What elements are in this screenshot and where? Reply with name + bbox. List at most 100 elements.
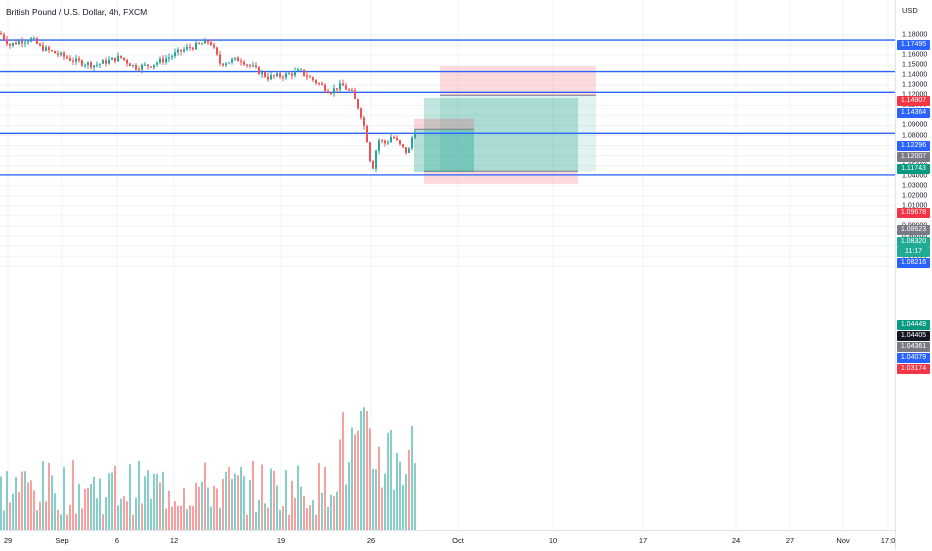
candle-body	[171, 56, 173, 58]
volume-bar	[375, 469, 377, 530]
candle-body	[261, 72, 263, 75]
time-tick-label: 27	[785, 536, 795, 545]
volume-bar	[255, 511, 257, 530]
candle-body	[24, 42, 26, 44]
volume-bar	[225, 471, 227, 530]
candle-body	[291, 73, 293, 76]
volume-bar	[387, 432, 389, 530]
volume-bar	[111, 472, 113, 530]
candle-body	[117, 55, 119, 62]
candle-body	[237, 57, 239, 62]
volume-bar	[87, 487, 89, 530]
price-axis[interactable]: USD 1.180001.170001.160001.150001.140001…	[895, 0, 932, 550]
volume-bar	[267, 507, 269, 530]
volume-bar	[243, 476, 245, 530]
volume-bar	[30, 480, 32, 530]
volume-bar	[348, 462, 350, 530]
candle-body	[390, 137, 392, 143]
volume-bar	[246, 514, 248, 530]
volume-bar	[156, 473, 158, 530]
volume-bar	[174, 501, 176, 530]
volume-bar	[210, 506, 212, 530]
position-stop-zone	[440, 66, 596, 96]
volume-bar	[114, 465, 116, 530]
volume-bar	[96, 498, 98, 530]
candle-body	[159, 58, 161, 63]
candle-body	[72, 60, 74, 62]
volume-bar	[195, 482, 197, 530]
volume-bar	[15, 477, 17, 530]
candle-body	[84, 64, 86, 66]
price-tag: 1.11743	[897, 164, 930, 174]
chart-pane[interactable]: British Pound / U.S. Dollar, 4h, FXCM	[0, 0, 895, 530]
candle-body	[321, 83, 323, 85]
candle-body	[168, 57, 170, 59]
volume-bar	[48, 462, 50, 530]
time-tick-label: 19	[276, 536, 286, 545]
volume-bar	[351, 427, 353, 530]
volume-bar	[24, 471, 26, 530]
candle-body	[348, 89, 350, 91]
volume-bar	[117, 505, 119, 530]
volume-bar	[135, 497, 137, 530]
price-chart[interactable]	[0, 0, 895, 530]
candle-body	[186, 46, 188, 50]
volume-bar	[384, 473, 386, 530]
volume-bar	[369, 428, 371, 530]
volume-bar	[138, 460, 140, 530]
volume-bar	[60, 514, 62, 530]
candle-body	[249, 64, 251, 66]
candle-body	[90, 62, 92, 68]
volume-bar	[366, 410, 368, 530]
position-stop-zone	[414, 118, 474, 130]
price-tag: 1.17495	[897, 40, 930, 50]
volume-bar	[0, 476, 2, 530]
candle-body	[222, 63, 224, 66]
candle-body	[294, 70, 296, 76]
volume-bar	[330, 494, 332, 530]
volume-bar	[300, 486, 302, 530]
volume-bar	[354, 434, 356, 530]
candle-body	[141, 64, 143, 70]
volume-bar	[309, 505, 311, 530]
volume-bar	[393, 489, 395, 530]
volume-bar	[249, 479, 251, 530]
price-tick-label: 1.04000	[902, 172, 928, 180]
candle-body	[174, 52, 176, 57]
candle-body	[96, 64, 98, 66]
price-tag: 1.12007	[897, 152, 930, 162]
candle-body	[78, 58, 80, 61]
volume-bar	[291, 480, 293, 530]
volume-bar	[54, 493, 56, 530]
candle-body	[144, 64, 146, 66]
axis-corner	[895, 530, 932, 550]
candle-body	[33, 38, 35, 40]
candle-body	[12, 42, 14, 46]
volume-bar	[216, 488, 218, 530]
position-profit-zone	[414, 129, 474, 173]
price-tag: 1.09678	[897, 208, 930, 218]
candle-body	[162, 58, 164, 63]
volume-bar	[198, 486, 200, 530]
volume-bar	[399, 461, 401, 530]
candle-body	[396, 138, 398, 141]
price-tag: 1.14364	[897, 108, 930, 118]
candle-body	[387, 142, 389, 144]
candle-body	[360, 108, 362, 118]
volume-bar	[45, 501, 47, 530]
volume-bar	[159, 482, 161, 530]
volume-bar	[21, 471, 23, 530]
candle-body	[363, 117, 365, 126]
volume-bar	[27, 482, 29, 530]
volume-bar	[222, 478, 224, 530]
volume-bar	[189, 505, 191, 530]
candle-body	[309, 76, 311, 78]
candle-body	[108, 59, 110, 64]
time-axis[interactable]: 29 Sep 6 12 19 26 Oct 10 17 24 27 Nov 17:0	[0, 530, 895, 551]
price-tag: 1.03174	[897, 364, 930, 374]
candle-body	[270, 75, 272, 80]
candle-body	[147, 64, 149, 67]
volume-bar	[150, 498, 152, 530]
volume-bar	[405, 474, 407, 530]
candle-body	[210, 42, 212, 45]
